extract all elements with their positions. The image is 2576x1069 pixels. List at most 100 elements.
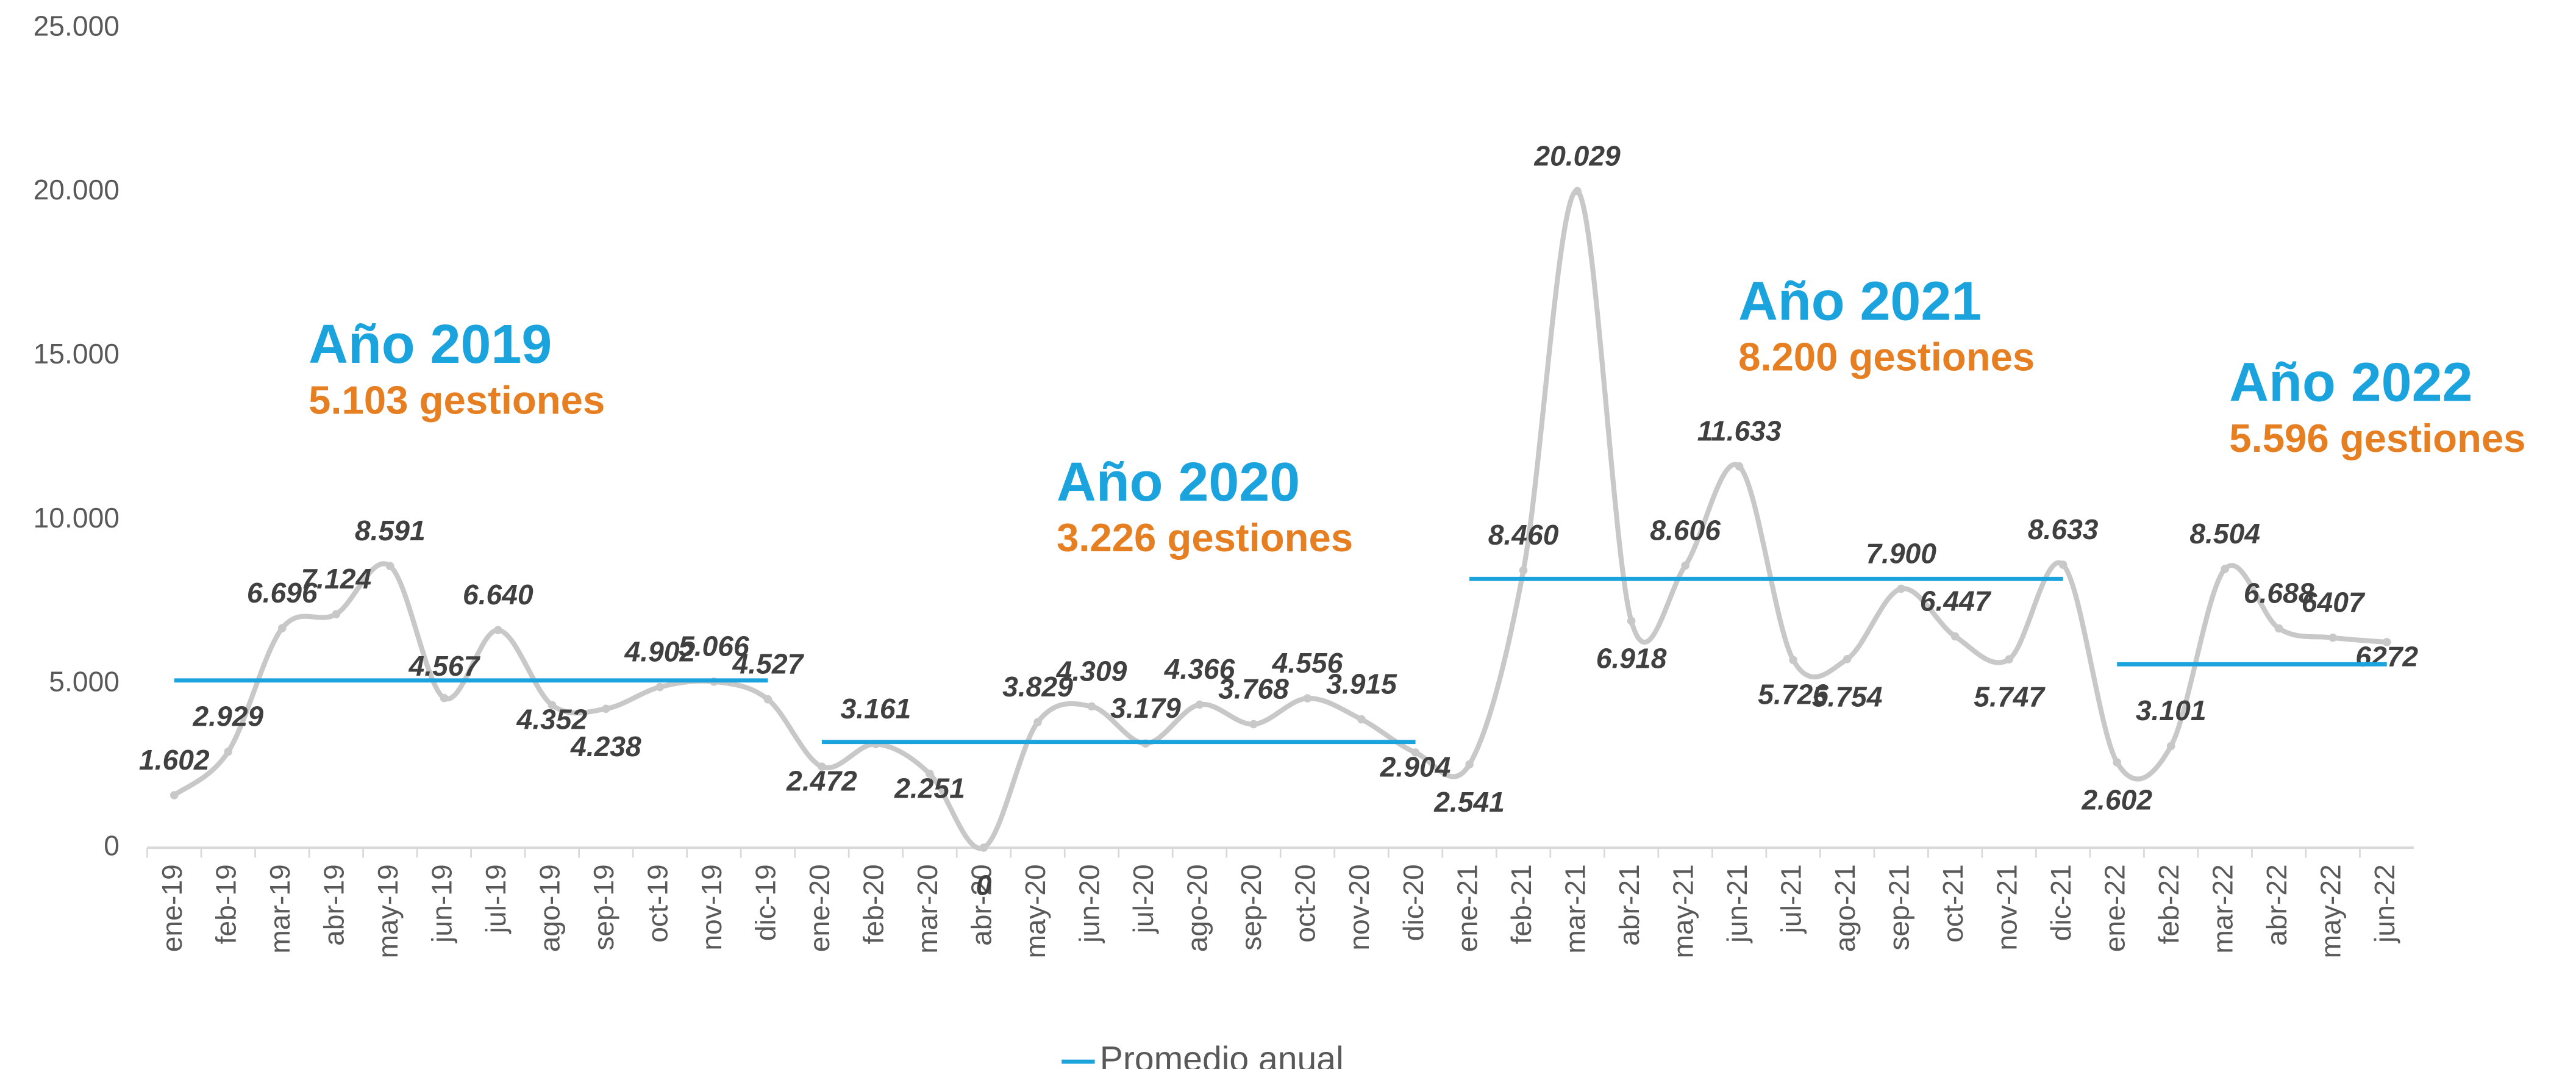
x-tick-label: sep-21 bbox=[1883, 864, 1914, 950]
x-tick-label: ago-20 bbox=[1182, 864, 1213, 952]
data-point bbox=[332, 610, 341, 618]
data-label: 6.696 bbox=[247, 577, 318, 609]
data-label: 2.602 bbox=[2081, 784, 2152, 816]
data-point bbox=[277, 624, 287, 632]
x-tick-label: nov-20 bbox=[1343, 864, 1375, 950]
x-tick-label: ago-21 bbox=[1829, 864, 1861, 952]
data-label: 0 bbox=[976, 870, 992, 901]
x-tick-label: feb-22 bbox=[2153, 864, 2185, 944]
data-label: 4.902 bbox=[624, 635, 696, 667]
data-label: 4.238 bbox=[570, 731, 641, 762]
data-point bbox=[1843, 655, 1852, 663]
data-label: 2.929 bbox=[192, 700, 263, 732]
data-point bbox=[1735, 462, 1744, 471]
data-point bbox=[2166, 742, 2175, 751]
data-point bbox=[1411, 748, 1420, 757]
data-label: 3.829 bbox=[1002, 671, 1073, 703]
data-label: 4.366 bbox=[1164, 653, 1235, 685]
data-label: 8.460 bbox=[1488, 519, 1559, 551]
y-tick-label: 20.000 bbox=[34, 174, 120, 206]
data-point bbox=[655, 682, 665, 692]
data-label: 6.447 bbox=[1920, 585, 1992, 617]
data-point bbox=[1681, 561, 1689, 570]
x-tick-label: abr-22 bbox=[2261, 864, 2292, 946]
data-point bbox=[1195, 700, 1204, 709]
data-label: 4.309 bbox=[1056, 655, 1127, 687]
x-tick-label: feb-21 bbox=[1505, 864, 1537, 944]
data-label: 8.606 bbox=[1650, 514, 1721, 546]
data-point bbox=[1087, 702, 1096, 711]
x-tick-label: nov-19 bbox=[696, 864, 727, 950]
data-point bbox=[926, 770, 934, 778]
data-label: 6.688 bbox=[2244, 577, 2314, 609]
x-tick-label: ene-21 bbox=[1451, 864, 1483, 952]
x-tick-label: jul-20 bbox=[1127, 864, 1159, 934]
data-label: 3.768 bbox=[1218, 673, 1289, 704]
y-tick-label: 25.000 bbox=[34, 10, 120, 41]
x-tick-label: mar-21 bbox=[1559, 864, 1591, 953]
y-tick-label: 5.000 bbox=[49, 666, 120, 698]
x-tick-label: feb-20 bbox=[858, 864, 890, 944]
data-label: 8.633 bbox=[2028, 513, 2099, 545]
x-tick-label: mar-22 bbox=[2207, 864, 2238, 953]
annotation-title: Año 2019 bbox=[309, 314, 552, 375]
data-label: 6272 bbox=[2355, 640, 2418, 672]
x-tick-label: mar-19 bbox=[264, 864, 296, 953]
data-point bbox=[2221, 565, 2230, 573]
data-point bbox=[1465, 760, 1474, 769]
data-label: 2.541 bbox=[1433, 786, 1505, 818]
data-label: 4.527 bbox=[732, 648, 805, 680]
annotation-title: Año 2022 bbox=[2229, 352, 2472, 413]
data-point bbox=[979, 843, 988, 852]
data-point bbox=[224, 747, 233, 756]
data-label: 4.352 bbox=[516, 704, 588, 735]
data-point bbox=[1950, 632, 1960, 641]
annotation-title: Año 2020 bbox=[1057, 452, 1300, 513]
data-label: 8.591 bbox=[355, 515, 426, 546]
x-tick-label: oct-21 bbox=[1937, 864, 1969, 943]
x-tick-label: oct-20 bbox=[1290, 864, 1321, 943]
x-tick-label: dic-19 bbox=[750, 864, 782, 941]
x-tick-label: sep-19 bbox=[588, 864, 619, 950]
y-tick-label: 15.000 bbox=[34, 338, 120, 370]
annotation-title: Año 2021 bbox=[1738, 271, 1982, 332]
x-tick-label: jun-21 bbox=[1721, 864, 1753, 944]
data-point bbox=[1303, 694, 1312, 703]
x-tick-label: ene-19 bbox=[156, 864, 188, 952]
data-label: 3.915 bbox=[1326, 668, 1397, 699]
annotation-text: 5.596 gestiones bbox=[2229, 416, 2525, 460]
data-point bbox=[440, 693, 449, 703]
x-tick-label: jun-22 bbox=[2369, 864, 2400, 944]
annotation-text: 5.103 gestiones bbox=[309, 377, 605, 422]
data-point bbox=[1897, 584, 1905, 593]
data-point bbox=[2328, 633, 2338, 642]
data-label: 2.472 bbox=[786, 765, 857, 797]
data-point bbox=[1573, 187, 1582, 196]
x-tick-label: dic-21 bbox=[2045, 864, 2077, 941]
x-tick-label: abr-19 bbox=[318, 864, 350, 946]
data-label: 5.726 bbox=[1758, 678, 1829, 710]
data-label: 20.029 bbox=[1533, 140, 1621, 171]
data-label: 8.504 bbox=[2189, 518, 2260, 549]
legend-label: Promedio anual bbox=[1100, 1040, 1344, 1069]
x-tick-label: mar-20 bbox=[912, 864, 943, 953]
data-point bbox=[2005, 655, 2013, 663]
y-tick-label: 0 bbox=[104, 829, 120, 861]
data-point bbox=[818, 762, 826, 771]
data-label: 5.747 bbox=[1974, 681, 2046, 713]
data-point bbox=[1789, 656, 1797, 665]
data-point bbox=[494, 626, 502, 634]
x-tick-label: abr-21 bbox=[1613, 864, 1645, 946]
data-point bbox=[386, 562, 394, 571]
x-tick-label: jun-19 bbox=[426, 864, 458, 944]
data-point bbox=[2274, 624, 2283, 633]
data-label: 2.251 bbox=[894, 773, 965, 804]
data-point bbox=[548, 701, 557, 709]
x-tick-label: nov-21 bbox=[1991, 864, 2022, 950]
x-tick-label: jun-20 bbox=[1074, 864, 1105, 944]
data-label: 7.900 bbox=[1866, 537, 1936, 569]
x-tick-label: jul-19 bbox=[480, 864, 512, 934]
data-point bbox=[1627, 617, 1636, 626]
x-tick-label: may-21 bbox=[1667, 864, 1699, 958]
